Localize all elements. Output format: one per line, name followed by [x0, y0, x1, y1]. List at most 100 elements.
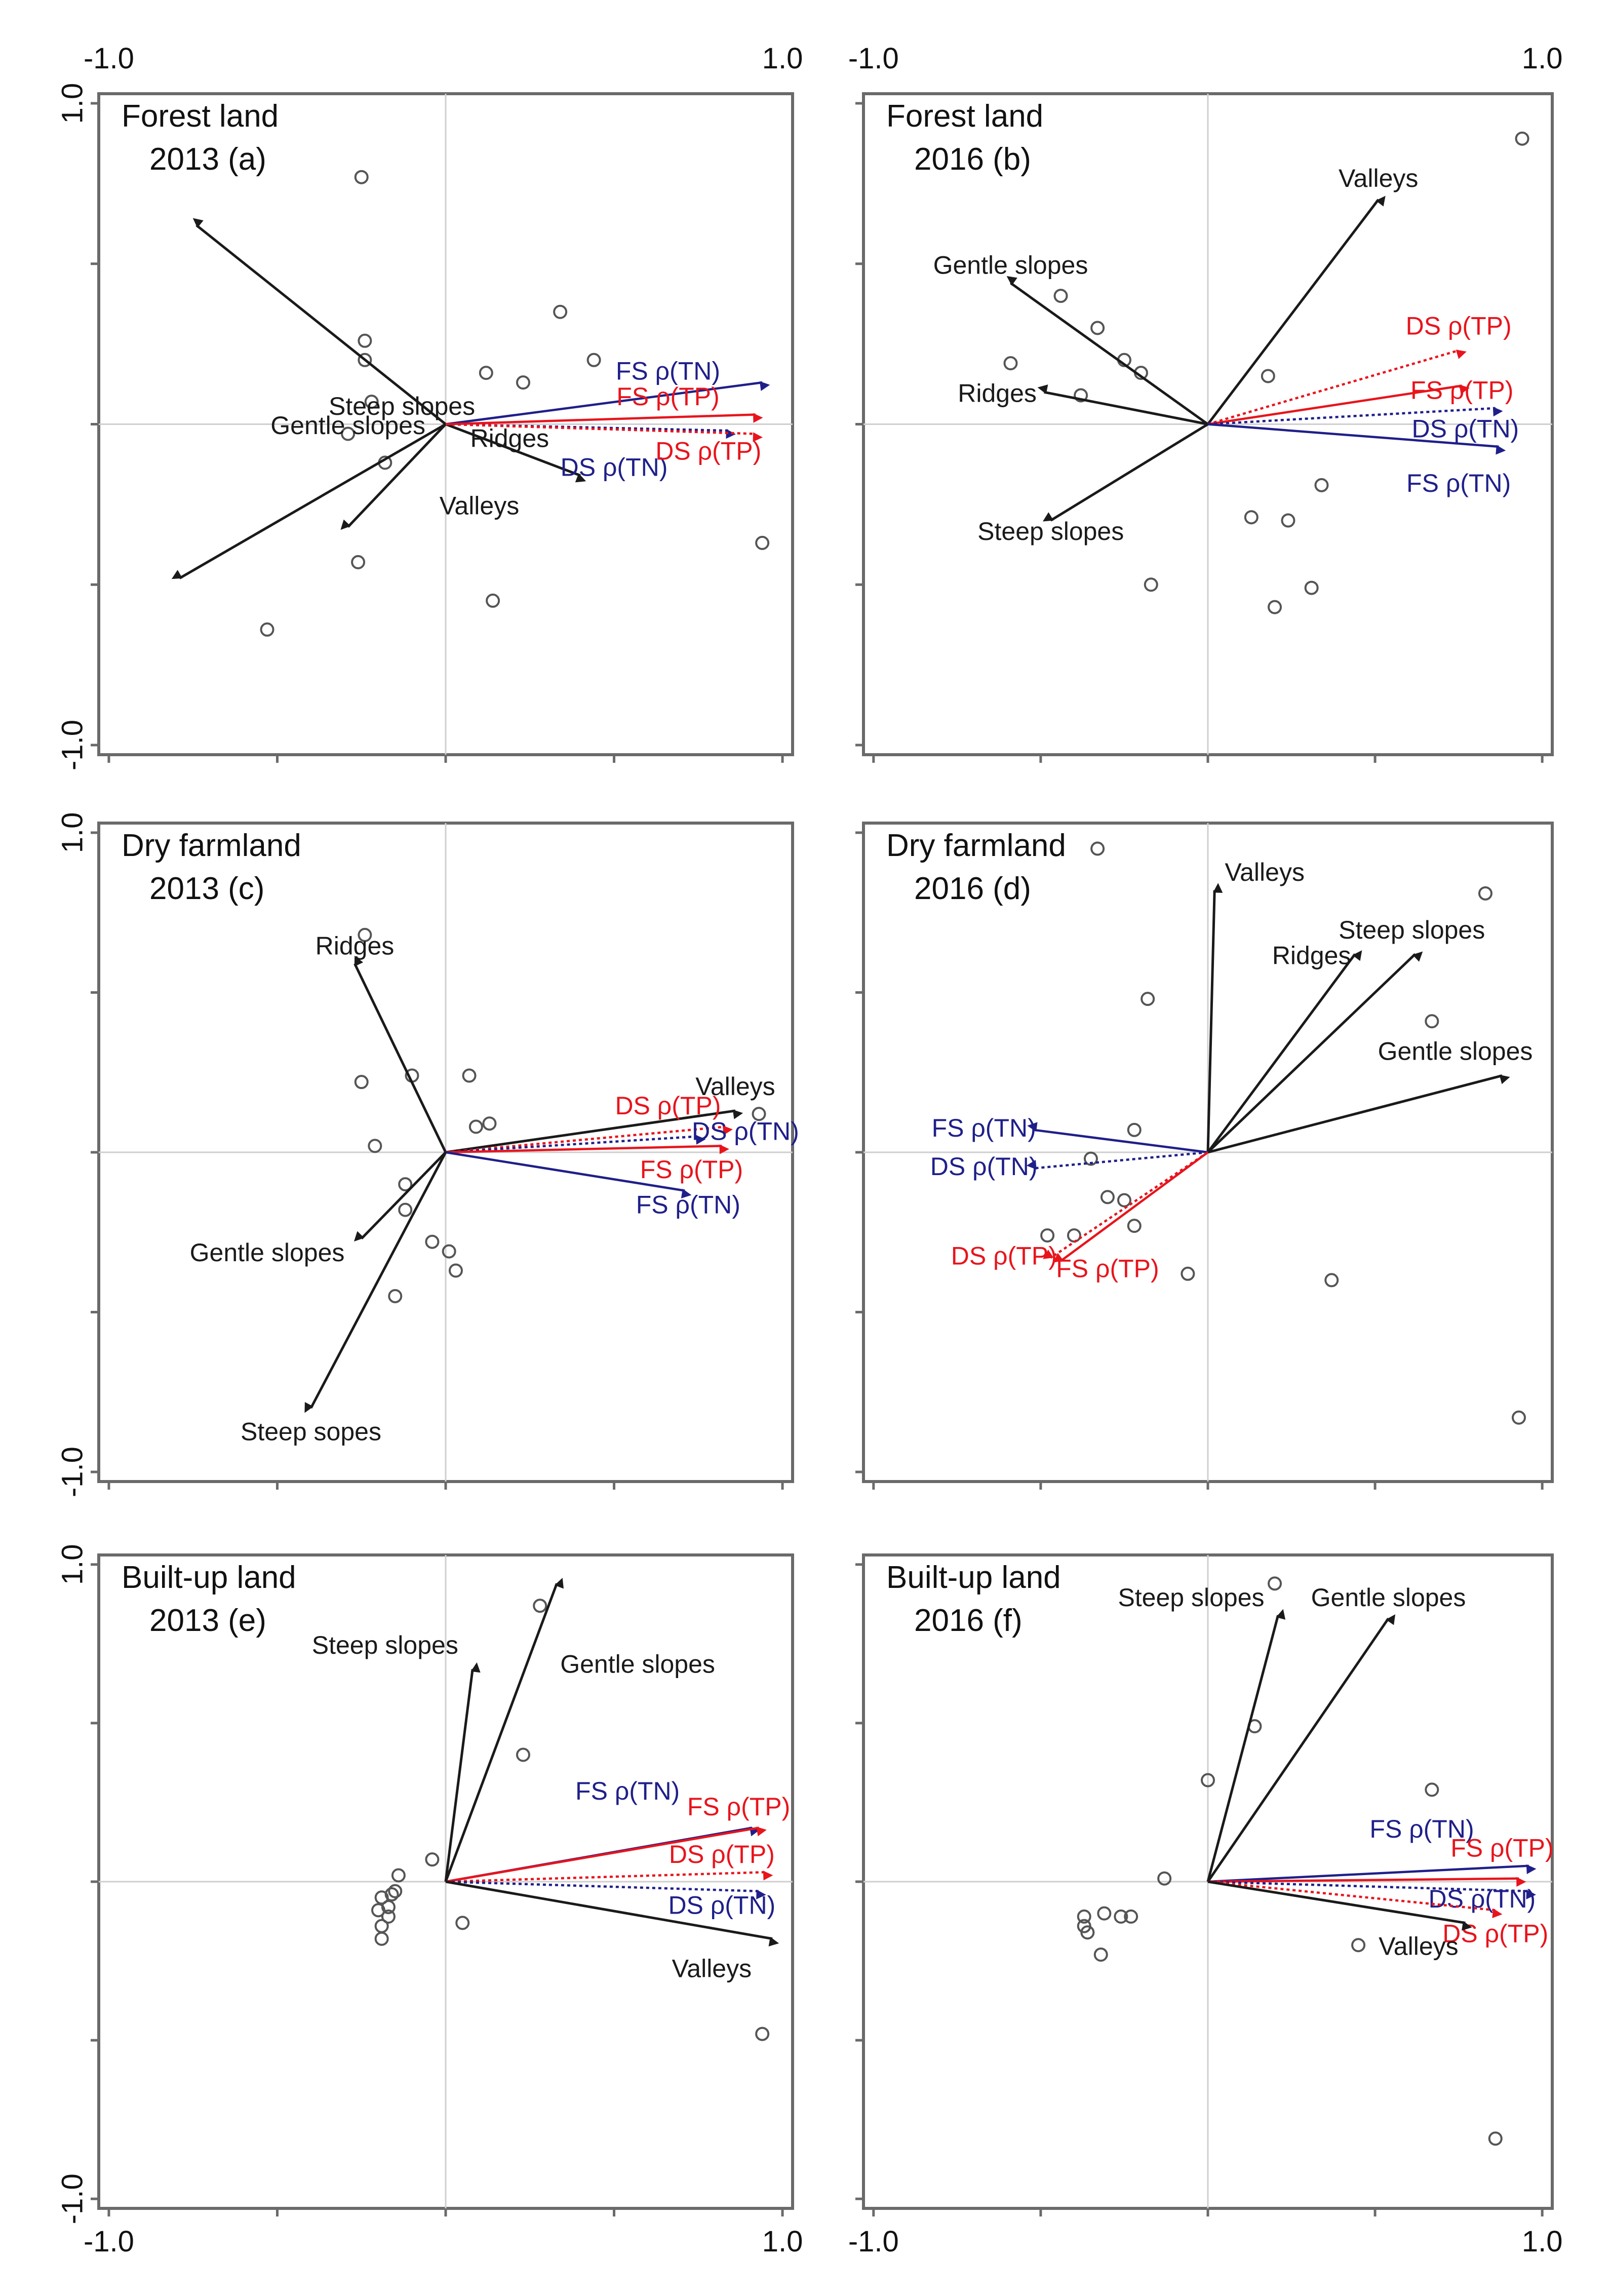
sample-point — [260, 622, 274, 637]
vector-label: FS ρ(TN) — [1369, 1815, 1474, 1843]
sample-point — [1127, 1122, 1142, 1137]
vector-label: DS ρ(TN) — [692, 1117, 799, 1145]
sample-point — [1080, 1925, 1095, 1940]
vector-label: Steep slopes — [977, 517, 1124, 546]
sample-point — [1261, 369, 1275, 383]
panel-title: Built-up land — [122, 1560, 296, 1595]
vector-arrow — [444, 1662, 481, 1882]
sample-point — [388, 1884, 403, 1898]
vector-arrow — [445, 413, 763, 425]
sample-point — [368, 1139, 382, 1153]
x-tick-label: 1.0 — [762, 42, 803, 75]
vector-label: FS ρ(TN) — [575, 1777, 680, 1805]
panel-subtitle: 2013 (e) — [149, 1603, 266, 1638]
vector-arrow — [1006, 276, 1209, 425]
y-tick-label: -1.0 — [56, 1447, 89, 1497]
vector-label: Valleys — [1379, 1932, 1458, 1961]
sample-point — [1488, 2131, 1503, 2146]
vector-label: DS ρ(TN) — [930, 1152, 1038, 1181]
sample-point — [1124, 1909, 1138, 1924]
sample-point — [516, 1747, 530, 1762]
vector-label: Ridges — [958, 379, 1037, 408]
sample-point — [448, 1263, 463, 1278]
vector-label: DS ρ(TN) — [668, 1891, 775, 1919]
sample-point — [455, 1916, 470, 1930]
sample-point — [1127, 1219, 1142, 1233]
vector-arrow — [1206, 950, 1362, 1153]
sample-point — [1181, 1266, 1195, 1281]
sample-point — [586, 353, 601, 367]
vector-arrow — [1207, 384, 1470, 425]
sample-point — [1090, 321, 1105, 335]
vector-label: FS ρ(TP) — [1450, 1834, 1553, 1862]
x-tick-label: 1.0 — [1522, 2225, 1563, 2258]
vector-label: Valleys — [1225, 858, 1304, 886]
sample-point — [553, 304, 568, 319]
panel-subtitle: 2016 (b) — [914, 142, 1031, 177]
vector-arrow — [1042, 423, 1209, 522]
vector-label: Gentle slopes — [560, 1650, 715, 1678]
sample-point — [1114, 1909, 1128, 1924]
vector-arrow — [445, 1109, 743, 1154]
sample-point — [364, 395, 379, 409]
vector-label: Gentle slopes — [270, 411, 425, 440]
sample-point — [755, 2027, 770, 2041]
sample-point — [1478, 886, 1492, 901]
sample-point — [388, 1289, 403, 1303]
panel-1: -1.0 1.0 1.0 -1.0 Forest land 2013 (a) Steep s… — [56, 42, 803, 770]
vector-arrow — [1207, 951, 1423, 1153]
sample-point — [374, 1890, 389, 1905]
panel-6: -1.0 1.0 Built-up land 2016 (f) Steep slopes… — [848, 1553, 1563, 2258]
sample-point — [1201, 1773, 1215, 1787]
panel-title: Dry farmland — [886, 828, 1066, 863]
x-tick-label: -1.0 — [848, 42, 899, 75]
sample-point — [1093, 1948, 1108, 1962]
sample-point — [354, 1075, 369, 1089]
vector-arrow — [1207, 407, 1503, 425]
panel-subtitle: 2013 (a) — [149, 142, 266, 177]
vector-label: FS ρ(TP) — [616, 382, 719, 411]
vector-label: Ridges — [316, 931, 395, 960]
vector-arrow — [192, 218, 447, 425]
sample-point — [533, 1599, 547, 1613]
vector-label: Steep sopes — [241, 1418, 381, 1446]
vector-arrow — [1043, 1151, 1209, 1259]
sample-point — [462, 1068, 477, 1083]
sample-point — [354, 170, 369, 184]
sample-point — [425, 1234, 440, 1249]
vector-arrow — [1207, 423, 1506, 455]
vector-arrow — [445, 1871, 773, 1883]
y-tick-label: 1.0 — [56, 812, 89, 853]
vector-label: DS ρ(TP) — [1442, 1920, 1548, 1948]
sample-point — [755, 535, 770, 550]
sample-point — [1268, 1576, 1282, 1591]
vector-label: FS ρ(TN) — [616, 357, 720, 385]
vector-arrow — [444, 1578, 564, 1882]
sample-point — [374, 1919, 389, 1933]
vector-label: DS ρ(TP) — [615, 1092, 721, 1120]
vector-arrow — [304, 1151, 447, 1413]
vector-arrow — [445, 1826, 767, 1883]
panel-title: Forest land — [122, 99, 279, 134]
x-tick-label: -1.0 — [848, 2225, 899, 2258]
sample-point — [1515, 131, 1529, 146]
panel-subtitle: 2013 (c) — [149, 871, 264, 906]
sample-point — [1090, 841, 1105, 856]
vector-arrow — [171, 423, 447, 579]
vector-arrow — [445, 423, 586, 483]
vector-arrow — [340, 423, 447, 530]
sample-point — [1077, 1909, 1091, 1924]
panel-title: Built-up land — [886, 1560, 1061, 1595]
vector-label: FS ρ(TP) — [687, 1793, 790, 1821]
sample-point — [381, 1909, 396, 1924]
sample-point — [358, 353, 372, 367]
sample-point — [752, 1107, 766, 1121]
sample-point — [1141, 992, 1155, 1006]
sample-point — [1097, 1906, 1112, 1921]
vector-label: Gentle slopes — [933, 251, 1088, 279]
vector-arrow — [1207, 1877, 1526, 1887]
vector-arrow — [1207, 1880, 1536, 1899]
vector-arrow — [1037, 384, 1208, 425]
sample-point — [1157, 1871, 1172, 1886]
